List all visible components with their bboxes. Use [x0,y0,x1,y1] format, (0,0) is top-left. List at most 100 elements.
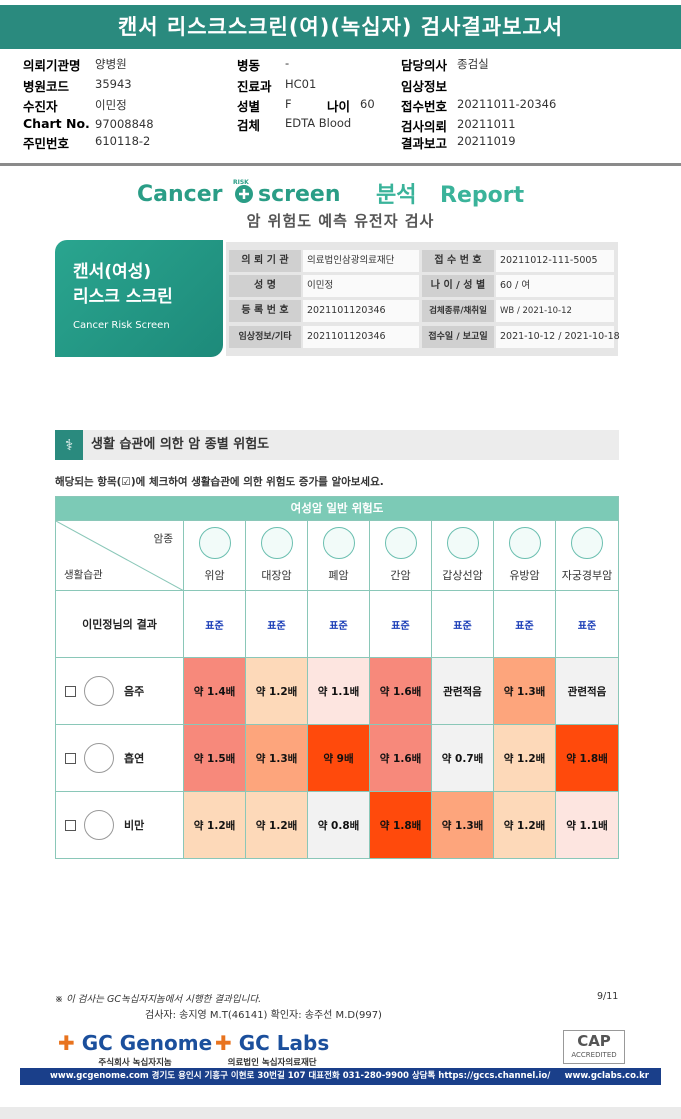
habit-row-obesity: 비만 약 1.2배 약 1.2배 약 0.8배 약 1.8배 약 1.3배 약 … [56,791,618,858]
header-label: 병원코드 [23,79,70,94]
info-label: 접수일 / 보고일 [422,326,494,348]
brand-cancer: Cancer [137,182,223,207]
header-divider [0,163,681,166]
brand-analysis: 분석 [376,183,416,208]
header-value: 610118-2 [95,134,151,148]
result-cell: 표준 [184,591,246,657]
contact-info[interactable]: www.gcgenome.com 경기도 용인시 기흥구 이현로 30번길 10… [50,1071,551,1081]
gclabs-link[interactable]: www.gclabs.co.kr [564,1071,649,1081]
result-row: 이민정님의 결과 표준 표준 표준 표준 표준 표준 표준 [56,590,618,657]
plus-icon [239,189,249,199]
habit-header: 비만 [56,792,184,858]
risk-cell: 약 1.2배 [494,792,556,858]
info-table: 의 뢰 기 관 의료법인삼광의료재단 접 수 번 호 20211012-111-… [226,242,620,356]
diagonal-line [56,521,184,591]
cap-accredited-logo: CAP ACCREDITED [563,1030,625,1064]
header-value: 20211011-20346 [457,97,557,111]
contact-bar: www.gcgenome.com 경기도 용인시 기흥구 이현로 30번길 10… [20,1068,661,1085]
signatures: 검사자: 송지영 M.T(46141) 확인자: 송주선 M.D(997) [145,1010,382,1021]
cancer-col: 폐암 [308,521,370,590]
cigarette-icon [84,743,114,773]
gc-labs-logo: ✚ GC Labs 의료법인 녹십자의료재단 [215,1031,330,1068]
header-value: 이민정 [95,98,127,112]
info-value: 2021101120346 [303,300,419,322]
corner-bottom-label: 생활습관 [64,569,103,581]
alcohol-icon [84,676,114,706]
info-label: 의 뢰 기 관 [229,250,301,272]
header-value: 20211011 [457,117,516,131]
obesity-checkbox[interactable] [65,819,76,831]
stethoscope-icon: ⚕ [55,430,83,460]
info-value: 2021-10-12 / 2021-10-18 [496,326,620,348]
habit-label: 비만 [124,819,145,832]
risk-cell: 약 1.2배 [494,725,556,791]
brand-subtitle: 암 위험도 예측 유전자 검사 [246,212,435,230]
body-icon [84,810,114,840]
page-number: 9/11 [597,991,619,1002]
result-label: 이민정님의 결과 [82,618,157,631]
card-line2: 리스크 스크린 [73,287,173,307]
info-value: WB / 2021-10-12 [496,300,614,322]
footnote: ※ 이 검사는 GC녹십자지놈에서 시행한 결과입니다. [55,994,262,1005]
risk-table: 여성암 일반 위험도 암종 생활습관 위암 대장암 폐암 간암 갑상선암 유방암… [55,496,619,859]
header-label: 주민번호 [23,136,70,151]
info-value: 2021101120346 [303,326,419,348]
drinking-checkbox[interactable] [65,685,76,697]
habit-header: 흡연 [56,725,184,791]
cancer-label: 자궁경부암 [561,569,613,582]
cancer-col: 위암 [184,521,246,590]
risk-cell: 관련적음 [556,658,618,724]
result-cell: 표준 [370,591,432,657]
risk-cell: 약 1.3배 [494,658,556,724]
info-value: 20211012-111-5005 [496,250,614,272]
info-label: 검체종류/채취일 [422,300,494,322]
cancer-header-row: 암종 생활습관 위암 대장암 폐암 간암 갑상선암 유방암 자궁경부암 [56,520,618,591]
cancer-col: 자궁경부암 [556,521,618,590]
header-value: HC01 [285,77,317,91]
result-cell: 표준 [308,591,370,657]
report-title: 캔서 리스크스크린(여)(녹십자) 검사결과보고서 [0,5,681,49]
header-value: 20211019 [457,134,516,148]
risk-cell: 약 0.8배 [308,792,370,858]
info-label: 임상정보/기타 [229,326,301,348]
info-label: 나 이 / 성 별 [422,275,494,297]
info-label: 등 록 번 호 [229,300,301,322]
corner-cell: 암종 생활습관 [56,521,184,591]
risk-cell: 약 1.2배 [184,792,246,858]
brand-svg: Cancer RISK screen 분석 Report [137,179,525,208]
info-value: 60 / 여 [496,275,614,297]
cancer-label: 위암 [204,569,225,582]
stomach-icon [198,527,231,559]
section-title: 생활 습관에 의한 암 종별 위험도 [91,437,270,452]
header-value: 97008848 [95,117,154,131]
risk-cell: 약 1.8배 [370,792,432,858]
header-label: 수진자 [23,99,58,114]
risk-cell: 약 1.2배 [246,658,308,724]
risk-cell: 약 0.7배 [432,725,494,791]
risk-cell: 약 1.5배 [184,725,246,791]
header-label: 담당의사 [401,58,448,73]
info-label: 성 명 [229,275,301,297]
habit-row-drinking: 음주 약 1.4배 약 1.2배 약 1.1배 약 1.6배 관련적음 약 1.… [56,657,618,724]
header-label: 접수번호 [401,99,448,114]
cancer-label: 대장암 [261,569,292,582]
header-label: Chart No. [23,116,90,131]
breast-icon [508,527,541,559]
risk-cell: 약 1.1배 [556,792,618,858]
header-label: 병동 [237,58,261,73]
risk-cell: 약 9배 [308,725,370,791]
header-label: 진료과 [237,79,272,94]
liver-icon [384,527,417,559]
header-label: 성별 [237,99,261,114]
header-value: 종검실 [457,57,489,71]
table-banner: 여성암 일반 위험도 [56,497,618,520]
brand-risk: RISK [233,179,249,186]
result-label-cell: 이민정님의 결과 [56,591,184,657]
risk-cell: 약 1.4배 [184,658,246,724]
header-value: F [285,97,292,111]
risk-cell: 관련적음 [432,658,494,724]
result-cell: 표준 [432,591,494,657]
smoking-checkbox[interactable] [65,752,76,764]
cancer-label: 간암 [390,569,411,582]
card-line3: Cancer Risk Screen [73,320,170,331]
